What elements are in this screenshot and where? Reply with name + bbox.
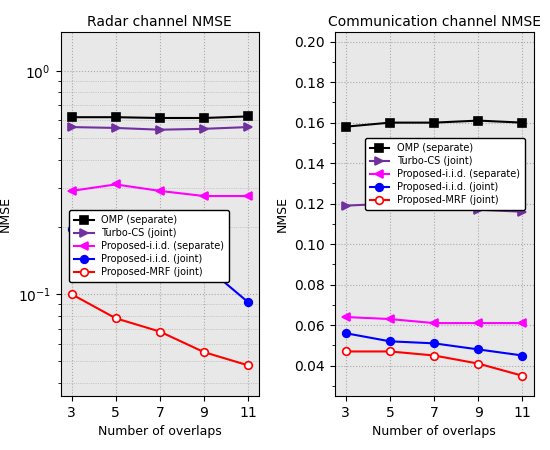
Proposed-i.i.d. (joint) <box>431 341 437 346</box>
Proposed-i.i.d. (separate) <box>519 320 526 326</box>
X-axis label: Number of overlaps: Number of overlaps <box>98 425 222 438</box>
Proposed-i.i.d. (separate) <box>475 320 482 326</box>
Line: OMP (separate): OMP (separate) <box>68 112 252 122</box>
Proposed-i.i.d. (separate) <box>245 194 251 199</box>
OMP (separate) <box>201 115 207 121</box>
Proposed-i.i.d. (separate) <box>431 320 437 326</box>
X-axis label: Number of overlaps: Number of overlaps <box>372 425 496 438</box>
Line: Proposed-i.i.d. (joint): Proposed-i.i.d. (joint) <box>342 329 526 359</box>
Proposed-MRF (joint) <box>68 292 75 297</box>
Y-axis label: NMSE: NMSE <box>0 196 12 232</box>
Proposed-MRF (joint) <box>475 361 482 366</box>
Proposed-i.i.d. (joint) <box>245 300 251 305</box>
Turbo-CS (joint) <box>343 203 349 208</box>
Proposed-MRF (joint) <box>201 350 207 355</box>
OMP (separate) <box>519 120 526 125</box>
Line: Proposed-i.i.d. (separate): Proposed-i.i.d. (separate) <box>342 313 526 327</box>
Proposed-MRF (joint) <box>343 349 349 354</box>
Proposed-i.i.d. (separate) <box>387 316 393 322</box>
Title: Radar channel NMSE: Radar channel NMSE <box>87 15 232 29</box>
Turbo-CS (joint) <box>68 124 75 130</box>
Line: Proposed-MRF (joint): Proposed-MRF (joint) <box>342 348 526 379</box>
Proposed-MRF (joint) <box>112 315 119 321</box>
OMP (separate) <box>157 115 163 121</box>
Title: Communication channel NMSE: Communication channel NMSE <box>328 15 541 29</box>
Proposed-i.i.d. (separate) <box>112 182 119 187</box>
Proposed-MRF (joint) <box>431 353 437 358</box>
Proposed-MRF (joint) <box>387 349 393 354</box>
OMP (separate) <box>68 114 75 120</box>
Turbo-CS (joint) <box>387 201 393 206</box>
Proposed-i.i.d. (separate) <box>343 314 349 319</box>
Proposed-MRF (joint) <box>519 373 526 378</box>
Line: OMP (separate): OMP (separate) <box>342 117 526 130</box>
OMP (separate) <box>431 120 437 125</box>
OMP (separate) <box>112 114 119 120</box>
Turbo-CS (joint) <box>475 207 482 212</box>
Turbo-CS (joint) <box>112 125 119 130</box>
Line: Turbo-CS (joint): Turbo-CS (joint) <box>68 123 252 134</box>
Turbo-CS (joint) <box>201 126 207 131</box>
Proposed-i.i.d. (joint) <box>68 227 75 232</box>
Turbo-CS (joint) <box>157 127 163 132</box>
Proposed-i.i.d. (separate) <box>157 188 163 194</box>
Line: Proposed-i.i.d. (joint): Proposed-i.i.d. (joint) <box>68 225 252 306</box>
Proposed-i.i.d. (joint) <box>475 346 482 352</box>
Line: Turbo-CS (joint): Turbo-CS (joint) <box>342 200 526 216</box>
Proposed-i.i.d. (joint) <box>343 330 349 336</box>
Proposed-i.i.d. (separate) <box>201 194 207 199</box>
Proposed-MRF (joint) <box>157 329 163 334</box>
Line: Proposed-MRF (joint): Proposed-MRF (joint) <box>68 290 252 369</box>
OMP (separate) <box>387 120 393 125</box>
Proposed-i.i.d. (joint) <box>519 353 526 358</box>
Turbo-CS (joint) <box>519 209 526 215</box>
Line: Proposed-i.i.d. (separate): Proposed-i.i.d. (separate) <box>68 180 252 200</box>
Turbo-CS (joint) <box>245 124 251 130</box>
Proposed-MRF (joint) <box>245 363 251 368</box>
OMP (separate) <box>343 124 349 130</box>
Legend: OMP (separate), Turbo-CS (joint), Proposed-i.i.d. (separate), Proposed-i.i.d. (j: OMP (separate), Turbo-CS (joint), Propos… <box>365 139 525 210</box>
Proposed-i.i.d. (joint) <box>157 253 163 259</box>
Y-axis label: NMSE: NMSE <box>276 196 289 232</box>
Proposed-i.i.d. (joint) <box>387 338 393 344</box>
Turbo-CS (joint) <box>431 201 437 206</box>
OMP (separate) <box>475 118 482 123</box>
Proposed-i.i.d. (joint) <box>201 262 207 268</box>
OMP (separate) <box>245 114 251 119</box>
Legend: OMP (separate), Turbo-CS (joint), Proposed-i.i.d. (separate), Proposed-i.i.d. (j: OMP (separate), Turbo-CS (joint), Propos… <box>69 211 229 282</box>
Proposed-i.i.d. (separate) <box>68 188 75 194</box>
Proposed-i.i.d. (joint) <box>112 246 119 251</box>
